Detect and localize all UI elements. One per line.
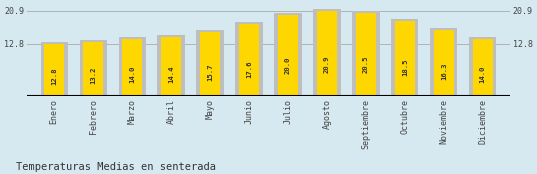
- Text: 14.4: 14.4: [168, 65, 174, 83]
- Text: 14.0: 14.0: [129, 66, 135, 83]
- Text: 14.0: 14.0: [480, 66, 486, 83]
- Bar: [122, 39, 142, 96]
- Text: Temperaturas Medias en senterada: Temperaturas Medias en senterada: [16, 162, 216, 172]
- Bar: [239, 24, 259, 96]
- Text: 17.6: 17.6: [246, 60, 252, 78]
- Bar: [274, 13, 302, 96]
- Text: 18.5: 18.5: [402, 59, 408, 76]
- Bar: [200, 32, 220, 96]
- Bar: [44, 44, 64, 96]
- Bar: [278, 15, 298, 96]
- Text: 13.2: 13.2: [90, 67, 96, 85]
- Text: 20.9: 20.9: [324, 55, 330, 73]
- Bar: [317, 11, 337, 96]
- Bar: [352, 11, 380, 96]
- Bar: [430, 28, 458, 96]
- Bar: [235, 22, 263, 96]
- Bar: [469, 37, 496, 96]
- Bar: [313, 9, 340, 96]
- Bar: [119, 37, 146, 96]
- Bar: [356, 13, 376, 96]
- Text: 16.3: 16.3: [441, 62, 447, 80]
- Bar: [161, 37, 181, 96]
- Bar: [41, 42, 68, 96]
- Bar: [79, 40, 107, 96]
- Bar: [473, 39, 493, 96]
- Bar: [157, 35, 185, 96]
- Text: 20.0: 20.0: [285, 56, 291, 74]
- Text: 15.7: 15.7: [207, 63, 213, 81]
- Text: 20.5: 20.5: [363, 56, 369, 73]
- Bar: [434, 30, 454, 96]
- Bar: [391, 19, 418, 96]
- Bar: [197, 30, 224, 96]
- Bar: [83, 42, 103, 96]
- Text: 12.8: 12.8: [51, 68, 57, 85]
- Bar: [395, 21, 415, 96]
